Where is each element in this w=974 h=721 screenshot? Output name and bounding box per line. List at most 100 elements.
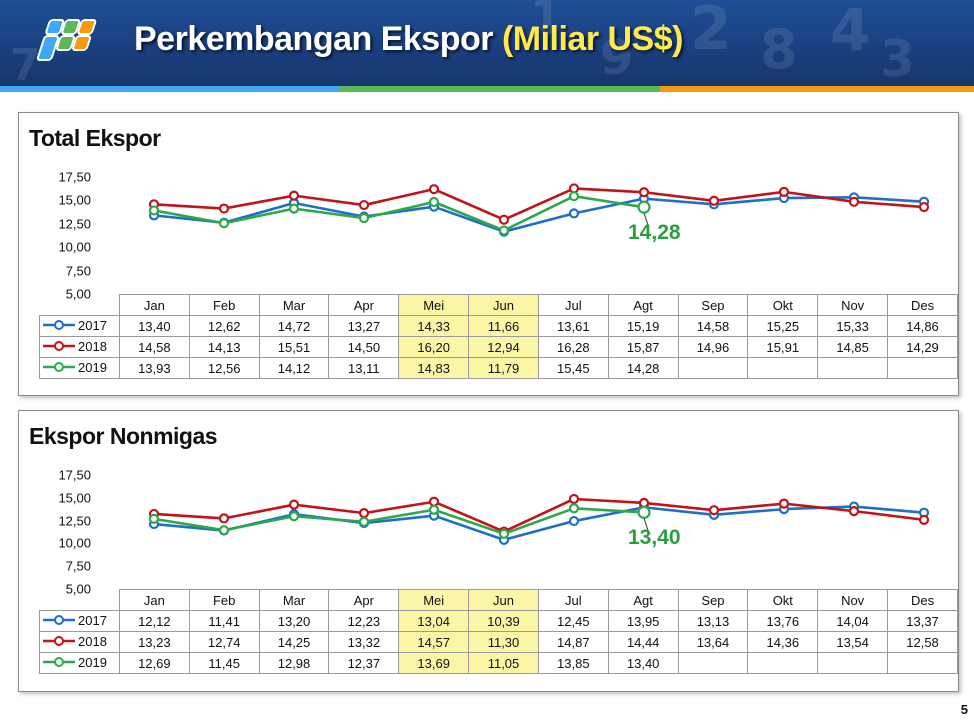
data-label: 14,28 xyxy=(607,357,679,379)
y-tick-label: 17,50 xyxy=(58,169,91,185)
data-point-2018-Nov xyxy=(848,196,860,207)
background-digit-decoration: 7 xyxy=(10,40,41,91)
data-point-2019-Apr xyxy=(358,212,370,224)
legend-label: 2019 xyxy=(78,654,107,670)
x-tick-label: Agt xyxy=(607,589,679,611)
data-label: 15,19 xyxy=(607,315,679,337)
table-row: 2018 13,23 12,74 14,25 13,32 14,57 11,30 14,87 1… xyxy=(39,631,958,653)
data-point-2018-Jul xyxy=(568,493,580,505)
data-label: 12,58 xyxy=(887,631,958,653)
data-point-2018-Okt xyxy=(778,498,790,509)
x-tick-label: Mar xyxy=(258,589,330,611)
x-tick-label: Sep xyxy=(677,294,749,316)
data-point-2017-Jul xyxy=(568,515,580,527)
callout-leader-line xyxy=(643,518,649,531)
data-label: 14,04 xyxy=(817,610,889,632)
series-line-2019 xyxy=(153,506,645,536)
legend-label: 2018 xyxy=(78,633,107,649)
data-label: 13,11 xyxy=(328,357,400,379)
legend-marker-icon xyxy=(43,341,75,352)
data-label xyxy=(887,357,958,379)
x-tick-label: Jan xyxy=(118,589,190,611)
callout-label: 14,28 xyxy=(628,221,681,245)
data-label: 15,91 xyxy=(747,336,819,358)
data-point-2019-Jan xyxy=(148,205,160,216)
legend-marker-icon xyxy=(43,362,75,373)
line-chart-ekspor-nonmigas xyxy=(148,493,930,545)
data-label xyxy=(817,357,889,379)
y-tick-label: 7,50 xyxy=(65,558,91,574)
y-tick-label: 15,00 xyxy=(58,490,91,506)
x-tick-label: Sep xyxy=(677,589,749,611)
y-tick-label: 12,50 xyxy=(58,513,91,529)
data-point-2019-Mei xyxy=(428,196,440,208)
data-label: 16,28 xyxy=(537,336,609,358)
legend-marker-icon xyxy=(43,615,75,626)
data-label: 14,86 xyxy=(887,315,958,337)
table-corner xyxy=(39,589,120,611)
data-label: 11,30 xyxy=(468,631,539,653)
data-label: 14,12 xyxy=(258,357,330,379)
series-line-2018 xyxy=(153,497,925,533)
header-banner: 2 8 4 3 9 1 7 Perkembangan Ekspor (Milia… xyxy=(0,0,974,92)
data-point-2019-Jan xyxy=(148,513,160,524)
y-tick-label: 17,50 xyxy=(58,467,91,483)
data-label: 11,66 xyxy=(468,315,539,337)
legend-entry: 2017 xyxy=(39,610,120,632)
data-label: 13,23 xyxy=(118,631,190,653)
data-label: 14,72 xyxy=(258,315,330,337)
total-ekspor-panel: Total Ekspor 17,50 15,00 12,50 10,00 7,50 5,0… xyxy=(18,112,959,396)
legend-entry: 2017 xyxy=(39,315,120,337)
legend-label: 2017 xyxy=(78,317,107,333)
data-label: 15,33 xyxy=(817,315,889,337)
data-point-2019-Mar xyxy=(288,203,300,214)
data-point-2018-Mei xyxy=(428,184,440,195)
y-tick-label: 12,50 xyxy=(58,216,91,232)
data-label: 14,58 xyxy=(677,315,749,337)
data-point-2018-Mar xyxy=(288,190,300,201)
data-label xyxy=(677,652,749,674)
legend-marker-icon xyxy=(43,657,75,668)
x-tick-label: Jun xyxy=(468,589,539,611)
data-point-2018-Des xyxy=(918,201,930,213)
legend-entry: 2019 xyxy=(39,357,120,379)
legend-label: 2017 xyxy=(78,612,107,628)
x-tick-label: Okt xyxy=(747,294,819,316)
data-point-2019-Jun xyxy=(498,225,510,236)
table-row: 2017 13,40 12,62 14,72 13,27 14,33 11,66 13,61 1… xyxy=(39,315,958,337)
legend-marker-icon xyxy=(43,320,75,331)
x-tick-label: Nov xyxy=(817,294,889,316)
page-title-text: Perkembangan Ekspor xyxy=(134,20,493,58)
data-label: 15,25 xyxy=(747,315,819,337)
data-label: 15,51 xyxy=(258,336,330,358)
data-point-2017-Jul xyxy=(568,208,580,219)
data-point-2018-Mei xyxy=(428,496,440,507)
callout-label: 13,40 xyxy=(628,526,681,550)
data-label: 10,39 xyxy=(468,610,539,632)
data-point-2019-Feb xyxy=(218,525,230,536)
data-label: 12,98 xyxy=(258,652,330,674)
data-label: 14,44 xyxy=(607,631,679,653)
table-corner xyxy=(39,294,120,316)
data-label: 13,40 xyxy=(607,652,679,674)
data-label: 13,04 xyxy=(398,610,470,632)
x-tick-label: Jul xyxy=(537,589,609,611)
data-point-2018-Feb xyxy=(218,203,230,214)
data-point-2018-Des xyxy=(918,514,930,525)
data-label: 14,36 xyxy=(747,631,819,653)
data-label: 14,96 xyxy=(677,336,749,358)
data-table-total-ekspor: Jan Feb Mar Apr Mei Jun Jul Agt Sep Okt Nov Des 2017… xyxy=(39,294,958,379)
series-line-2017 xyxy=(153,196,925,233)
legend-marker-icon xyxy=(43,636,75,647)
data-point-2018-Okt xyxy=(778,186,790,197)
x-tick-label: Okt xyxy=(747,589,819,611)
data-table-ekspor-nonmigas: Jan Feb Mar Apr Mei Jun Jul Agt Sep Okt Nov Des 2017… xyxy=(39,589,958,674)
data-label: 13,27 xyxy=(328,315,400,337)
data-label: 15,45 xyxy=(537,357,609,379)
x-tick-label: Des xyxy=(887,294,958,316)
table-row: 2018 14,58 14,13 15,51 14,50 16,20 12,94 16,28 1… xyxy=(39,336,958,358)
page-title: Perkembangan Ekspor (Miliar US$) xyxy=(134,20,683,59)
data-label xyxy=(817,652,889,674)
data-label: 14,50 xyxy=(328,336,400,358)
data-label: 13,13 xyxy=(677,610,749,632)
